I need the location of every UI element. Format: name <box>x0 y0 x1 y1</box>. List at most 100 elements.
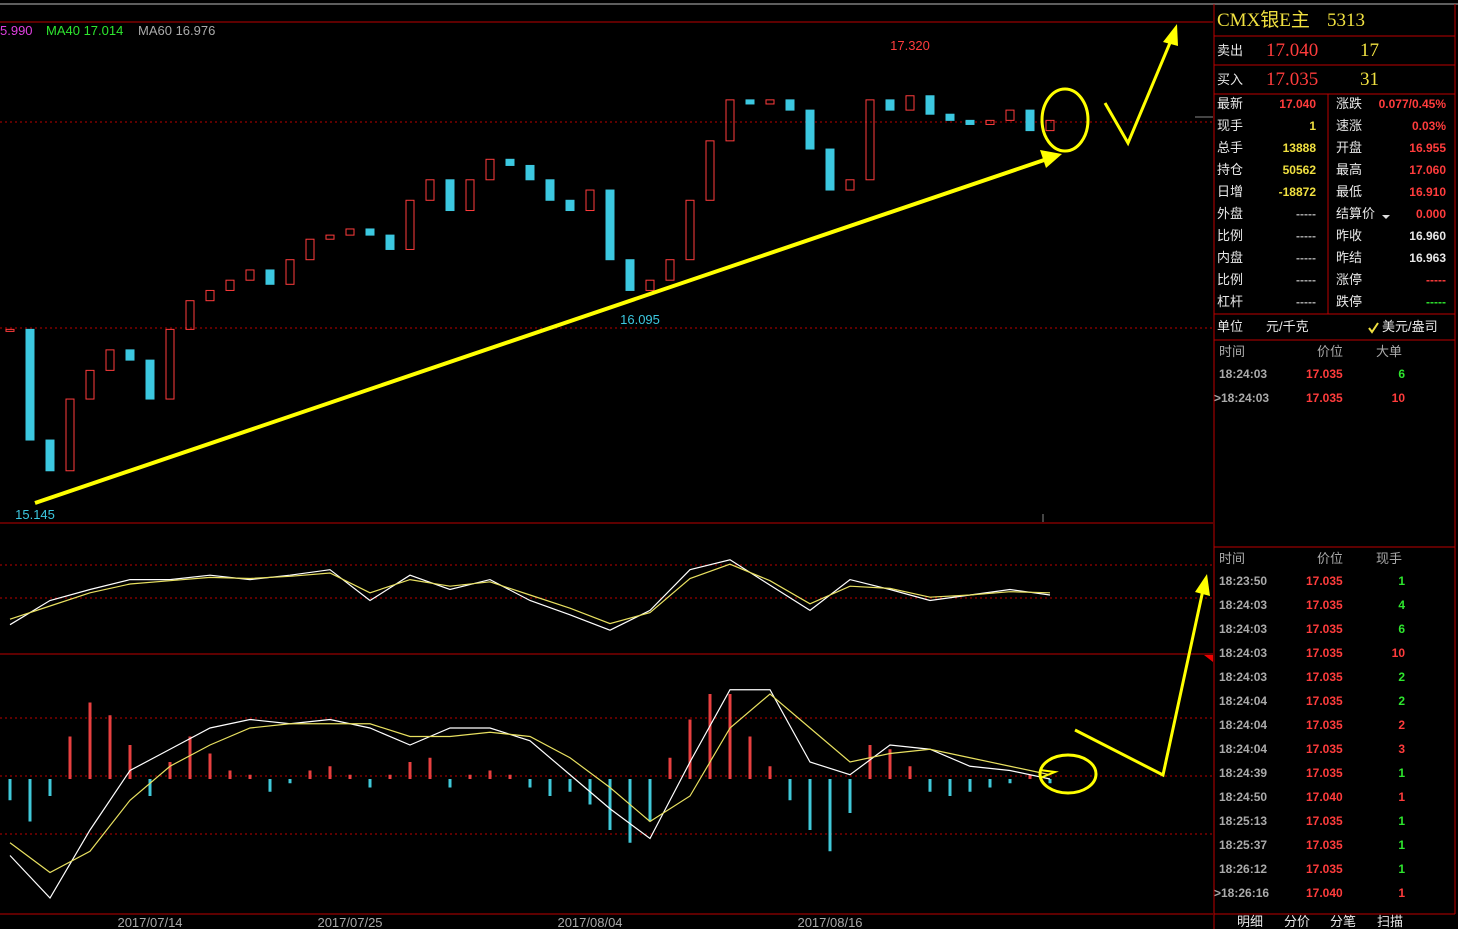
trade-price: 17.040 <box>1306 886 1343 900</box>
trade-time: >18:26:16 <box>1214 886 1270 900</box>
macd-bar <box>488 770 492 779</box>
macd-bar <box>868 745 872 779</box>
candle <box>145 359 155 400</box>
candle <box>785 99 795 111</box>
candle <box>745 99 755 105</box>
trade-volume: 6 <box>1398 367 1405 381</box>
candle <box>705 140 715 201</box>
candle <box>965 119 975 125</box>
candle <box>205 289 215 302</box>
trade-time: 18:24:03 <box>1219 598 1268 612</box>
macd-bar <box>708 694 712 779</box>
stat-value: 1 <box>1309 119 1316 133</box>
candle <box>765 99 775 105</box>
trade-volume: 1 <box>1398 790 1405 804</box>
arrow-head <box>1163 24 1178 46</box>
trade-price: 17.035 <box>1306 598 1343 612</box>
macd-bar <box>608 779 612 830</box>
stat-value: ----- <box>1296 295 1316 309</box>
date-label: 2017/08/04 <box>557 915 623 929</box>
tab[interactable]: 分价 <box>1284 914 1311 929</box>
bid-volume: 31 <box>1360 69 1379 90</box>
macd-bar <box>8 779 12 801</box>
trade-time: 18:25:13 <box>1219 814 1268 828</box>
candle <box>685 199 695 261</box>
candle <box>1025 109 1035 132</box>
low-label: 16.095 <box>620 312 660 327</box>
macd-bar <box>228 770 232 779</box>
tab[interactable]: 分笔 <box>1330 914 1357 929</box>
candle <box>85 369 95 400</box>
macd-bar <box>1008 779 1012 784</box>
trade-volume: 6 <box>1398 622 1405 636</box>
candle <box>365 228 375 236</box>
macd-bar <box>348 774 352 779</box>
arrow <box>1103 37 1174 147</box>
macd-bar <box>468 774 472 779</box>
trade-time: 18:24:04 <box>1219 694 1268 708</box>
dropdown-icon[interactable] <box>1382 215 1390 219</box>
arrow <box>1039 769 1059 779</box>
macd-bar <box>668 757 672 779</box>
stat-value: 16.910 <box>1409 185 1446 199</box>
macd-bar <box>68 736 72 779</box>
candle <box>405 199 415 250</box>
candle <box>1045 119 1055 132</box>
candle <box>885 99 895 111</box>
trade-volume: 1 <box>1398 838 1405 852</box>
ask-price: 17.040 <box>1266 40 1319 61</box>
unit-option[interactable]: 美元/盎司 <box>1382 319 1438 334</box>
macd-bar <box>408 762 412 779</box>
code: 5313 <box>1327 10 1365 31</box>
date-label: 2017/07/14 <box>117 915 183 929</box>
low-label: 15.145 <box>15 507 55 522</box>
stat-label: 日增 <box>1217 184 1244 199</box>
trade-time: 18:24:04 <box>1219 742 1268 756</box>
tab[interactable]: 明细 <box>1237 914 1264 929</box>
trade-price: 17.035 <box>1306 670 1343 684</box>
candle <box>305 238 315 261</box>
trade-price: 17.035 <box>1306 646 1343 660</box>
column-header: 时间 <box>1219 551 1246 566</box>
trade-volume: 1 <box>1398 766 1405 780</box>
candle <box>945 113 955 121</box>
candle <box>505 158 515 166</box>
trade-time: 18:24:39 <box>1219 766 1268 780</box>
candle <box>825 148 835 191</box>
date-label: 2017/07/25 <box>317 915 383 929</box>
trade-volume: 1 <box>1398 886 1405 900</box>
trade-time: 18:24:03 <box>1219 367 1268 381</box>
candle <box>225 279 235 291</box>
candle <box>345 228 355 236</box>
arrow-head <box>1040 150 1062 168</box>
macd-bar <box>568 779 572 792</box>
trade-time: 18:25:37 <box>1219 838 1268 852</box>
candle <box>445 179 455 212</box>
plot <box>5 95 1055 899</box>
highlight-circle <box>1040 87 1090 153</box>
candle <box>265 269 275 285</box>
stat-label: 跌停 <box>1336 294 1363 309</box>
unit-option[interactable]: 元/千克 <box>1266 319 1309 334</box>
stat-value: ----- <box>1426 273 1446 287</box>
macd-bar <box>888 749 892 779</box>
ask-volume: 17 <box>1360 40 1379 61</box>
trade-price: 17.035 <box>1306 391 1343 405</box>
column-header: 大单 <box>1376 344 1403 359</box>
symbol: CMX银E主 <box>1217 10 1310 31</box>
bid-label: 买入 <box>1217 72 1244 87</box>
macd-bar <box>48 779 52 796</box>
macd-bar <box>508 774 512 779</box>
stat-label: 现手 <box>1217 118 1244 133</box>
stat-label: 最高 <box>1336 162 1363 177</box>
candle <box>805 109 815 150</box>
macd-bar <box>208 753 212 779</box>
trade-volume: 10 <box>1391 391 1405 405</box>
candle <box>5 328 15 332</box>
candle <box>985 119 995 125</box>
column-header: 时间 <box>1219 344 1246 359</box>
candle <box>665 259 675 281</box>
candle <box>625 259 635 291</box>
tab[interactable]: 扫描 <box>1377 914 1404 929</box>
candle <box>725 99 735 142</box>
